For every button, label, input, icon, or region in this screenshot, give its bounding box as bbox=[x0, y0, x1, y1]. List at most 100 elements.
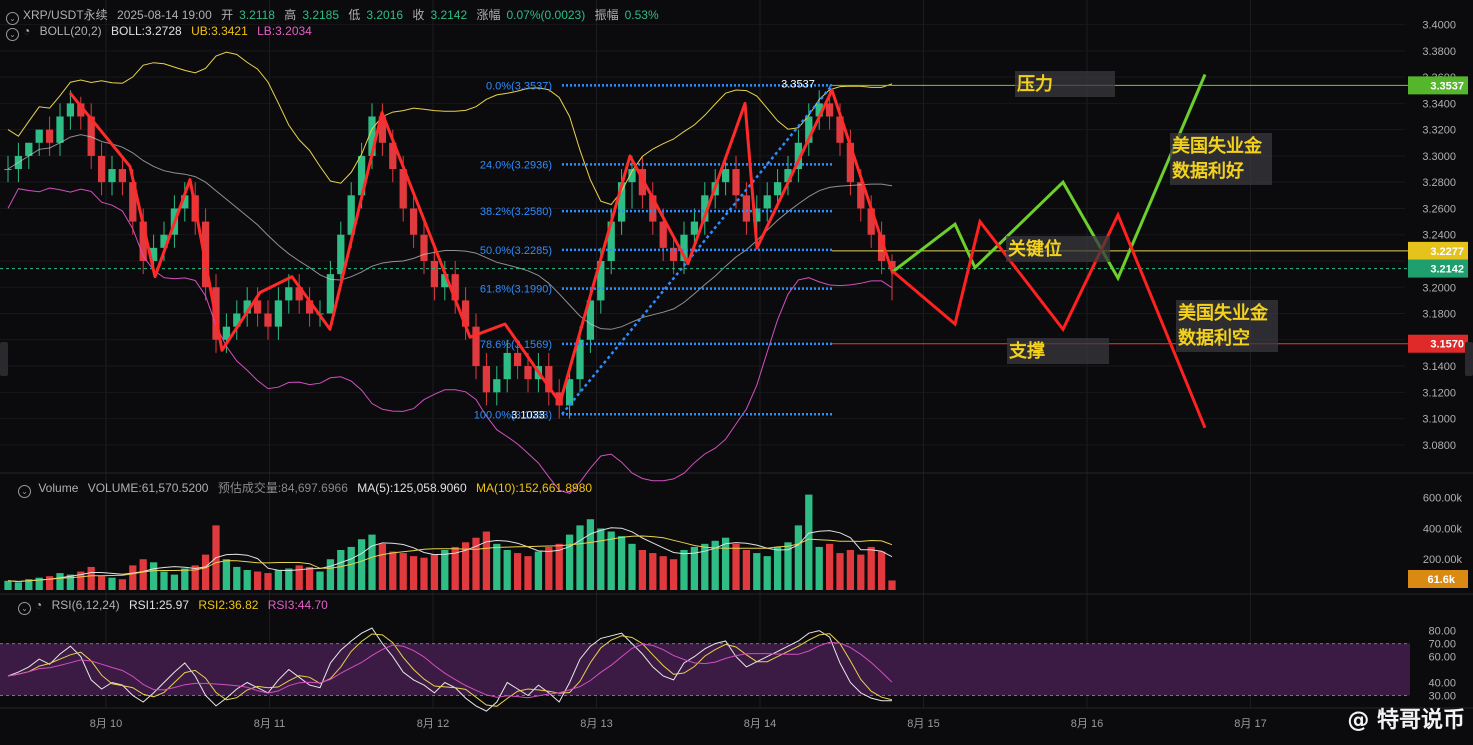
volume-bar bbox=[472, 537, 480, 590]
volume-bar bbox=[326, 559, 335, 590]
candle-body bbox=[56, 116, 64, 143]
volume-bar bbox=[680, 550, 688, 590]
x-tick-label: 8月 16 bbox=[1071, 718, 1103, 730]
rsi-band bbox=[0, 643, 1410, 696]
collapse-icon[interactable]: ⌄ bbox=[18, 485, 31, 498]
candle-body bbox=[118, 169, 127, 183]
volume-bar bbox=[139, 559, 147, 590]
datetime: 2025-08-14 19:00 bbox=[117, 8, 212, 22]
volume-bar bbox=[513, 553, 522, 590]
volume-bar bbox=[805, 494, 813, 590]
candle-body bbox=[753, 208, 761, 222]
volume-bar bbox=[368, 534, 376, 590]
volume-bar bbox=[305, 566, 314, 590]
candle-body bbox=[409, 208, 418, 235]
collapse-icon[interactable]: ⌄ bbox=[6, 28, 19, 41]
volume-bar bbox=[711, 540, 719, 590]
volume-bar bbox=[118, 579, 127, 590]
resistance-label-text: 压力 bbox=[1017, 74, 1053, 95]
volume-bar bbox=[285, 568, 293, 590]
volume-bar bbox=[243, 570, 251, 590]
candle-body bbox=[430, 260, 439, 288]
volume-bar bbox=[867, 546, 875, 590]
candle-body bbox=[77, 103, 85, 117]
volume-bar bbox=[815, 546, 823, 590]
volume-bar bbox=[482, 531, 491, 590]
rsi-tick-label: 30.00 bbox=[1428, 691, 1456, 703]
volume-bar bbox=[690, 546, 699, 590]
price-header: ⌄ XRP/USDT永续 2025-08-14 19:00 开 3.2118 高 3.… bbox=[6, 6, 665, 25]
collapse-icon[interactable]: ⌄ bbox=[18, 602, 31, 615]
eye-icon[interactable]: ◔ bbox=[35, 598, 43, 612]
fib-level-label: 78.6%(3.1569) bbox=[480, 339, 552, 351]
rsi-header: ⌄ ◔ RSI(6,12,24) RSI1:25.97 RSI2:36.82 RS… bbox=[18, 598, 334, 615]
volume-bar bbox=[524, 556, 532, 590]
volume-bar bbox=[337, 550, 345, 590]
candle-body bbox=[97, 155, 106, 183]
fib-trend-line bbox=[561, 84, 833, 416]
right-scroll-handle[interactable] bbox=[1465, 342, 1473, 376]
candle-body bbox=[565, 379, 574, 406]
fib-level-label: 38.2%(3.2580) bbox=[480, 206, 552, 218]
candle-body bbox=[66, 103, 75, 117]
price-tag-label: 3.2142 bbox=[1430, 264, 1464, 276]
resistance-label-box bbox=[1015, 71, 1115, 97]
candle-body bbox=[295, 287, 303, 301]
candle-body bbox=[732, 169, 740, 196]
candle-body bbox=[274, 300, 283, 327]
candle-body bbox=[337, 234, 345, 275]
volume-bar bbox=[264, 573, 272, 590]
volume-value: VOLUME:61,570.5200 bbox=[87, 481, 209, 495]
volume-label: Volume bbox=[38, 481, 79, 495]
volume-tick-label: 600.00k bbox=[1423, 493, 1463, 505]
volume-bar bbox=[669, 559, 678, 590]
volume-bar bbox=[170, 574, 179, 590]
price-tag bbox=[1408, 259, 1468, 278]
volume-bar bbox=[763, 556, 771, 590]
bull-case-label-box bbox=[1170, 133, 1272, 185]
eye-icon[interactable]: ◔ bbox=[23, 24, 31, 38]
volume-bar bbox=[649, 553, 657, 590]
volume-bar bbox=[56, 573, 64, 590]
price-tick-label: 3.1000 bbox=[1422, 414, 1456, 426]
candle-body bbox=[461, 300, 470, 327]
boll-mid-line bbox=[7, 134, 893, 330]
volume-bar bbox=[233, 566, 241, 590]
fib-level-label: 0.0%(3.3537) bbox=[486, 80, 552, 92]
price-tick-label: 3.3000 bbox=[1422, 151, 1456, 163]
candle-body bbox=[805, 116, 813, 143]
volume-bar bbox=[441, 550, 449, 590]
x-tick-label: 8月 15 bbox=[907, 718, 939, 730]
left-scroll-handle[interactable] bbox=[0, 342, 8, 376]
candle-body bbox=[4, 169, 12, 171]
bull-scenario-path bbox=[892, 73, 1207, 282]
candle-body bbox=[701, 195, 709, 222]
price-tick-label: 3.3200 bbox=[1422, 125, 1456, 137]
zigzag-line bbox=[68, 88, 895, 405]
price-tag bbox=[1408, 334, 1468, 353]
volume-bar bbox=[659, 556, 667, 590]
candle-body bbox=[586, 300, 595, 340]
key-level-label-text: 关键位 bbox=[1008, 238, 1062, 260]
boll-lb: LB:3.2034 bbox=[257, 24, 312, 38]
price-tick-label: 3.3400 bbox=[1422, 98, 1456, 110]
bear-case-label-text: 数据利空 bbox=[1178, 327, 1250, 349]
candle-body bbox=[524, 366, 532, 380]
bear-case-label-text: 美国失业金 bbox=[1178, 302, 1269, 324]
price-tag bbox=[1408, 76, 1468, 95]
price-tag-label: 3.2277 bbox=[1430, 246, 1464, 258]
candle-body bbox=[545, 366, 553, 393]
candle-body bbox=[857, 182, 865, 209]
candle-body bbox=[846, 142, 855, 183]
candle-body bbox=[201, 221, 210, 288]
volume-bar bbox=[253, 571, 262, 590]
candle-body bbox=[25, 142, 33, 156]
candle-body bbox=[669, 247, 678, 261]
candle-body bbox=[181, 195, 189, 209]
rsi1-line bbox=[7, 627, 892, 712]
rsi-tick-label: 70.00 bbox=[1428, 639, 1456, 651]
volume-bar bbox=[295, 565, 303, 590]
collapse-icon[interactable]: ⌄ bbox=[6, 12, 19, 25]
